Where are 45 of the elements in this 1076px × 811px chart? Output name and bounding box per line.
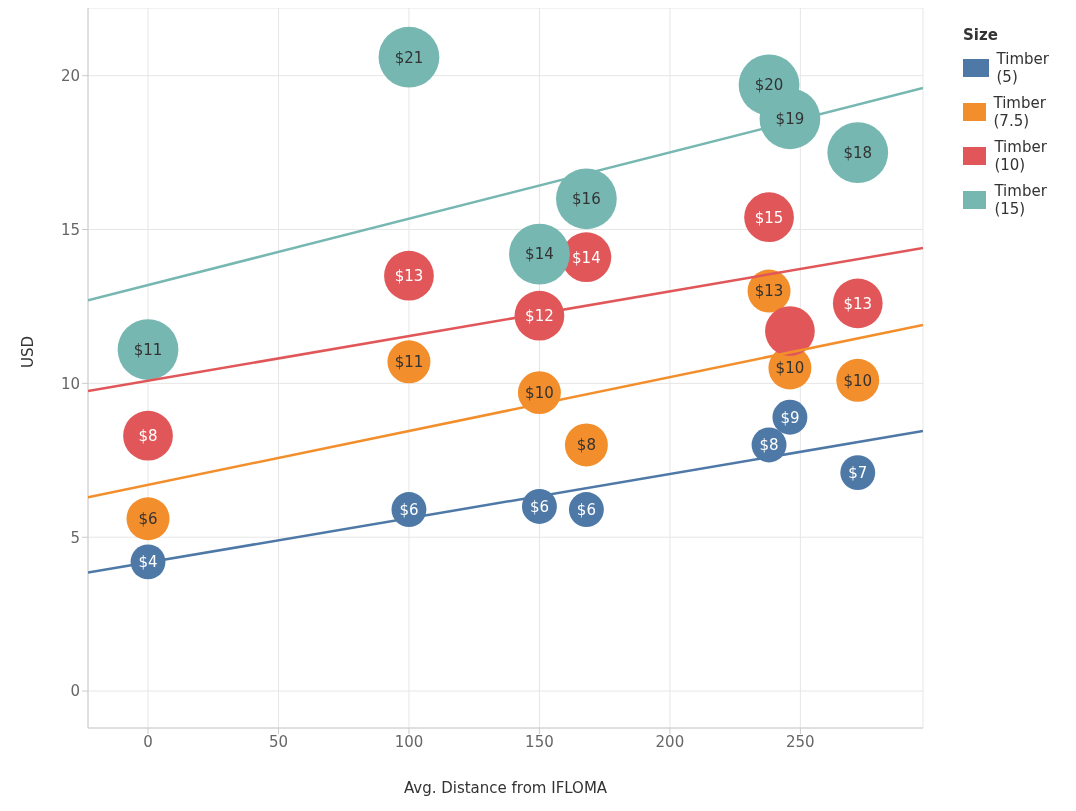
- data-label: $4: [138, 553, 158, 572]
- legend-label: Timber (10): [994, 138, 1048, 174]
- x-tick-label: 100: [394, 732, 424, 751]
- data-label: $6: [138, 510, 158, 529]
- data-label: $13: [394, 267, 424, 286]
- data-label: $13: [843, 294, 873, 313]
- data-label: $10: [525, 383, 554, 402]
- data-label: $6: [576, 500, 596, 519]
- data-label: $10: [775, 359, 805, 378]
- data-label: $20: [754, 76, 784, 95]
- x-tick-label: 0: [143, 732, 153, 751]
- data-label: $14: [525, 245, 554, 264]
- data-label: $11: [133, 340, 163, 359]
- y-axis-title: USD: [19, 335, 38, 368]
- legend-label: Timber (5): [996, 50, 1050, 86]
- data-label: $8: [759, 436, 779, 455]
- x-axis-title: Avg. Distance from IFLOMA: [403, 779, 608, 797]
- data-label: $6: [399, 500, 419, 519]
- data-label: $13: [754, 282, 784, 301]
- data-label: $10: [843, 371, 873, 390]
- legend-title: Size: [963, 26, 999, 44]
- legend-label: Timber (7.5): [993, 94, 1047, 130]
- data-label: $6: [529, 497, 549, 516]
- x-tick-label: 50: [268, 732, 289, 751]
- legend-label: Timber (15): [994, 182, 1048, 218]
- data-label: $14: [572, 248, 601, 267]
- y-tick-label: 15: [60, 220, 80, 239]
- y-tick-label: 5: [70, 528, 80, 547]
- y-tick-label: 20: [60, 67, 80, 86]
- x-tick-label: 200: [655, 732, 685, 751]
- data-label: $7: [848, 463, 868, 482]
- data-label: $8: [138, 427, 158, 446]
- data-label: $18: [843, 143, 873, 162]
- data-label: $16: [572, 190, 601, 209]
- data-label: $11: [394, 353, 424, 372]
- data-label: $8: [576, 436, 596, 455]
- data-label: $19: [775, 110, 805, 129]
- data-label: $21: [394, 48, 424, 67]
- y-tick-label: 10: [60, 374, 80, 393]
- x-tick-label: 250: [786, 732, 815, 751]
- data-label: $12: [525, 307, 554, 326]
- data-label: $15: [754, 208, 784, 227]
- data-label: $9: [780, 408, 800, 427]
- x-tick-label: 150: [525, 732, 554, 751]
- y-tick-label: 0: [70, 682, 80, 701]
